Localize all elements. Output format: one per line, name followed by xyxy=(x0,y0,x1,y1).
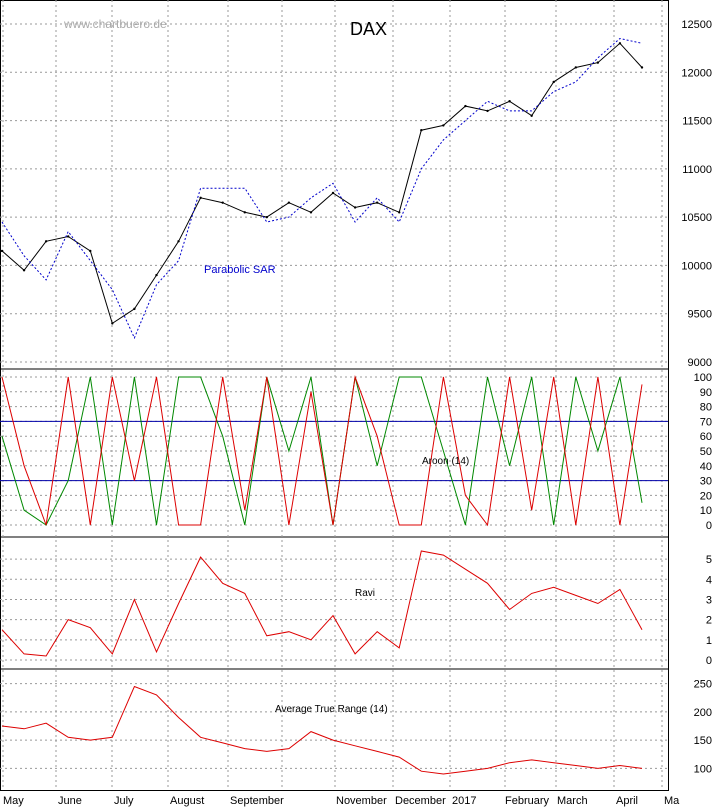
y-tick-label: 20 xyxy=(700,490,712,502)
price-point xyxy=(375,201,379,204)
aroon-up-line xyxy=(1,376,643,526)
grid-layer xyxy=(0,0,669,791)
y-tick-label: 3 xyxy=(706,594,712,606)
month-label: May xyxy=(3,795,24,807)
price-point xyxy=(640,66,644,69)
y-tick-label: 60 xyxy=(700,431,712,443)
month-label: September xyxy=(230,795,284,807)
price-point xyxy=(221,201,224,204)
y-tick-label: 90 xyxy=(700,387,712,399)
y-tick-label: 4 xyxy=(706,574,712,586)
y-tick-label: 80 xyxy=(700,402,712,414)
price-point xyxy=(508,100,511,103)
price-point xyxy=(243,211,246,214)
price-point xyxy=(552,80,555,84)
month-label: November xyxy=(336,795,387,807)
price-point xyxy=(177,240,180,243)
price-point xyxy=(155,273,158,277)
axis-layer: May June July August September November Decemb… xyxy=(3,19,712,807)
price-point xyxy=(265,215,269,219)
y-tick-label: 9500 xyxy=(688,309,712,321)
ravi-label: Ravi xyxy=(355,588,375,599)
sar-label: Parabolic SAR xyxy=(204,264,276,276)
price-point xyxy=(442,124,445,127)
y-tick-label: 150 xyxy=(694,735,712,747)
price-point xyxy=(353,206,357,209)
month-label: August xyxy=(170,795,204,807)
atr-label: Average True Range (14) xyxy=(275,704,388,715)
y-tick-label: 2 xyxy=(706,615,712,627)
month-label: December xyxy=(395,795,446,807)
aroon-label: Aroon (14) xyxy=(422,456,469,467)
y-tick-label: 5 xyxy=(706,554,712,566)
price-point xyxy=(530,114,533,117)
y-tick-label: 9000 xyxy=(688,357,712,369)
price-point xyxy=(89,249,92,253)
sar-line xyxy=(1,37,643,340)
price-point xyxy=(67,235,70,238)
price-point xyxy=(331,191,335,195)
month-label: 2017 xyxy=(452,795,476,807)
ravi-line xyxy=(1,550,643,657)
y-tick-label: 70 xyxy=(700,416,712,428)
y-tick-label: 10000 xyxy=(681,260,712,272)
price-point xyxy=(486,109,489,113)
price-point xyxy=(44,240,48,243)
y-tick-label: 100 xyxy=(694,763,712,775)
y-tick-label: 30 xyxy=(700,476,712,488)
price-point xyxy=(199,196,202,200)
y-tick-label: 10 xyxy=(700,505,712,517)
y-tick-label: 1 xyxy=(706,635,712,647)
price-point xyxy=(596,61,600,64)
month-label: June xyxy=(58,795,82,807)
price-point xyxy=(420,129,423,132)
y-tick-label: 250 xyxy=(694,679,712,691)
y-tick-label: 10500 xyxy=(681,212,712,224)
y-tick-label: 100 xyxy=(694,372,712,384)
atr-line xyxy=(1,685,643,775)
y-tick-label: 200 xyxy=(694,707,712,719)
price-point xyxy=(0,249,4,253)
month-label: July xyxy=(114,795,134,807)
price-point xyxy=(464,104,467,108)
price-point xyxy=(22,269,26,272)
month-label: March xyxy=(557,795,588,807)
y-tick-label: 11500 xyxy=(682,116,712,128)
month-label: February xyxy=(505,795,550,807)
price-point xyxy=(309,211,313,214)
y-tick-label: 12000 xyxy=(681,67,712,79)
price-chart-title: DAX xyxy=(350,19,387,39)
price-point xyxy=(287,201,291,204)
y-tick-label: 12500 xyxy=(681,19,712,31)
y-tick-label: 11000 xyxy=(682,164,712,176)
price-point xyxy=(133,307,136,311)
price-point xyxy=(574,66,577,69)
watermark: www.chartbuero.de xyxy=(63,17,167,31)
price-line xyxy=(1,42,643,325)
y-tick-label: 50 xyxy=(700,446,712,458)
series-layer xyxy=(0,37,644,775)
y-tick-label: 40 xyxy=(700,461,712,473)
y-tick-label: 0 xyxy=(706,655,712,667)
price-point xyxy=(111,322,114,325)
price-point xyxy=(618,42,622,45)
y-tick-label: 0 xyxy=(706,520,712,532)
price-point xyxy=(398,211,401,214)
aroon-down-line xyxy=(1,375,643,527)
month-label: Ma xyxy=(664,795,680,807)
month-label: April xyxy=(616,795,638,807)
